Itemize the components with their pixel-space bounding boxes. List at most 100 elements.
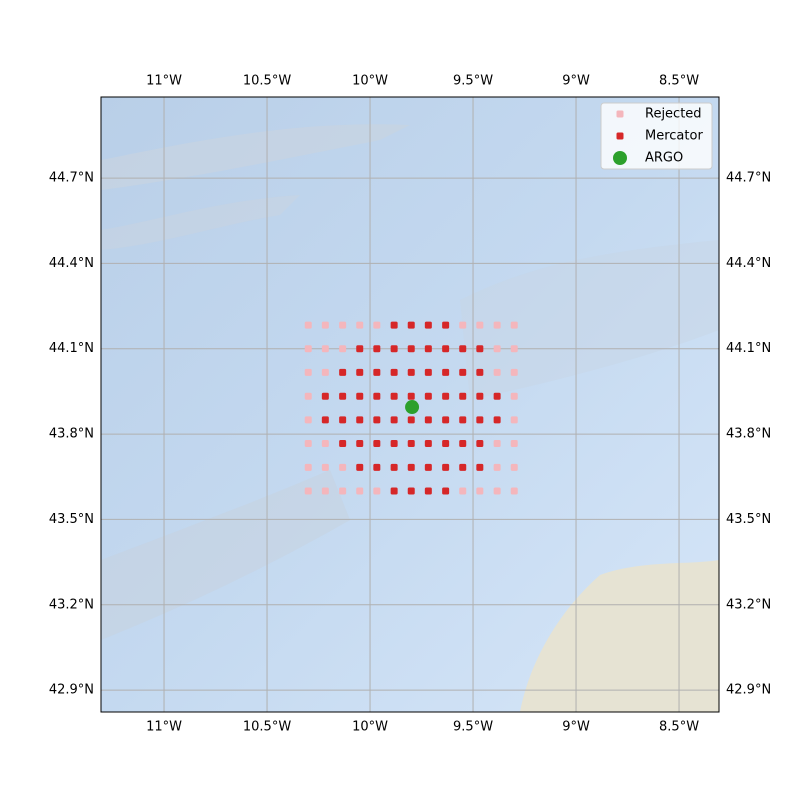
legend-label: Rejected [645, 107, 702, 122]
point [459, 321, 467, 329]
point [510, 463, 518, 471]
point [373, 463, 381, 471]
point [321, 487, 329, 495]
point [407, 345, 415, 353]
point [476, 321, 484, 329]
point [390, 345, 398, 353]
y-tick-label: 42.9°N [726, 683, 771, 698]
point [459, 345, 467, 353]
x-tick-label: 9.5°W [453, 720, 493, 735]
y-tick-label: 43.8°N [49, 427, 94, 442]
point [304, 463, 312, 471]
point [493, 439, 501, 447]
x-tick-label: 9.5°W [453, 74, 493, 89]
point [476, 487, 484, 495]
point [424, 345, 432, 353]
y-tick-label: 44.1°N [726, 341, 771, 356]
point [510, 392, 518, 400]
tick-labels: 11°W 11°W 10.5°W 10.5°W 10°W 10°W 9.5°W 9.5°W 9°… [49, 74, 771, 735]
point [339, 345, 347, 353]
legend-label: ARGO [645, 151, 683, 166]
point [321, 368, 329, 376]
point [390, 392, 398, 400]
y-tick-label: 43.8°N [726, 427, 771, 442]
point [356, 416, 364, 424]
point [373, 416, 381, 424]
y-tick-label: 42.9°N [49, 683, 94, 698]
y-tick-label: 44.4°N [726, 256, 771, 271]
point [424, 463, 432, 471]
point [407, 487, 415, 495]
x-tick-label: 10.5°W [243, 720, 291, 735]
legend: Rejected Mercator ARGO [600, 102, 713, 170]
point [321, 321, 329, 329]
point [304, 368, 312, 376]
point [510, 321, 518, 329]
point [493, 463, 501, 471]
point [476, 345, 484, 353]
point [442, 321, 450, 329]
point [321, 345, 329, 353]
x-tick-label: 10°W [352, 74, 388, 89]
point [390, 321, 398, 329]
point [407, 368, 415, 376]
y-tick-label: 43.5°N [726, 512, 771, 527]
point [356, 463, 364, 471]
plot-frame [100, 96, 720, 713]
point [407, 463, 415, 471]
point [493, 321, 501, 329]
point [304, 439, 312, 447]
point [373, 392, 381, 400]
point [424, 368, 432, 376]
point [424, 321, 432, 329]
point [459, 487, 467, 495]
point [373, 487, 381, 495]
x-tick-label: 11°W [146, 720, 182, 735]
y-tick-label: 44.7°N [726, 171, 771, 186]
point [493, 392, 501, 400]
point [476, 439, 484, 447]
point [304, 321, 312, 329]
y-tick-label: 43.2°N [726, 597, 771, 612]
point [339, 487, 347, 495]
point [407, 439, 415, 447]
y-tick-label: 43.5°N [49, 512, 94, 527]
point [442, 463, 450, 471]
point [476, 416, 484, 424]
point [459, 463, 467, 471]
point [321, 439, 329, 447]
legend-label: Mercator [645, 129, 703, 144]
point [510, 345, 518, 353]
point [442, 416, 450, 424]
point [510, 416, 518, 424]
point [510, 368, 518, 376]
point [321, 392, 329, 400]
point [356, 439, 364, 447]
point [390, 463, 398, 471]
point [339, 416, 347, 424]
point [405, 400, 420, 415]
point [339, 368, 347, 376]
legend-marker [616, 132, 624, 140]
point [493, 368, 501, 376]
point [493, 345, 501, 353]
y-tick-label: 43.2°N [49, 597, 94, 612]
point [356, 487, 364, 495]
point [390, 368, 398, 376]
point [339, 439, 347, 447]
point [442, 368, 450, 376]
point [424, 416, 432, 424]
x-tick-label: 10.5°W [243, 74, 291, 89]
point [304, 345, 312, 353]
point [356, 345, 364, 353]
point [339, 321, 347, 329]
point [304, 487, 312, 495]
point [390, 439, 398, 447]
point [390, 416, 398, 424]
point [510, 439, 518, 447]
point [390, 487, 398, 495]
point [373, 439, 381, 447]
grid [101, 97, 719, 712]
point [493, 416, 501, 424]
